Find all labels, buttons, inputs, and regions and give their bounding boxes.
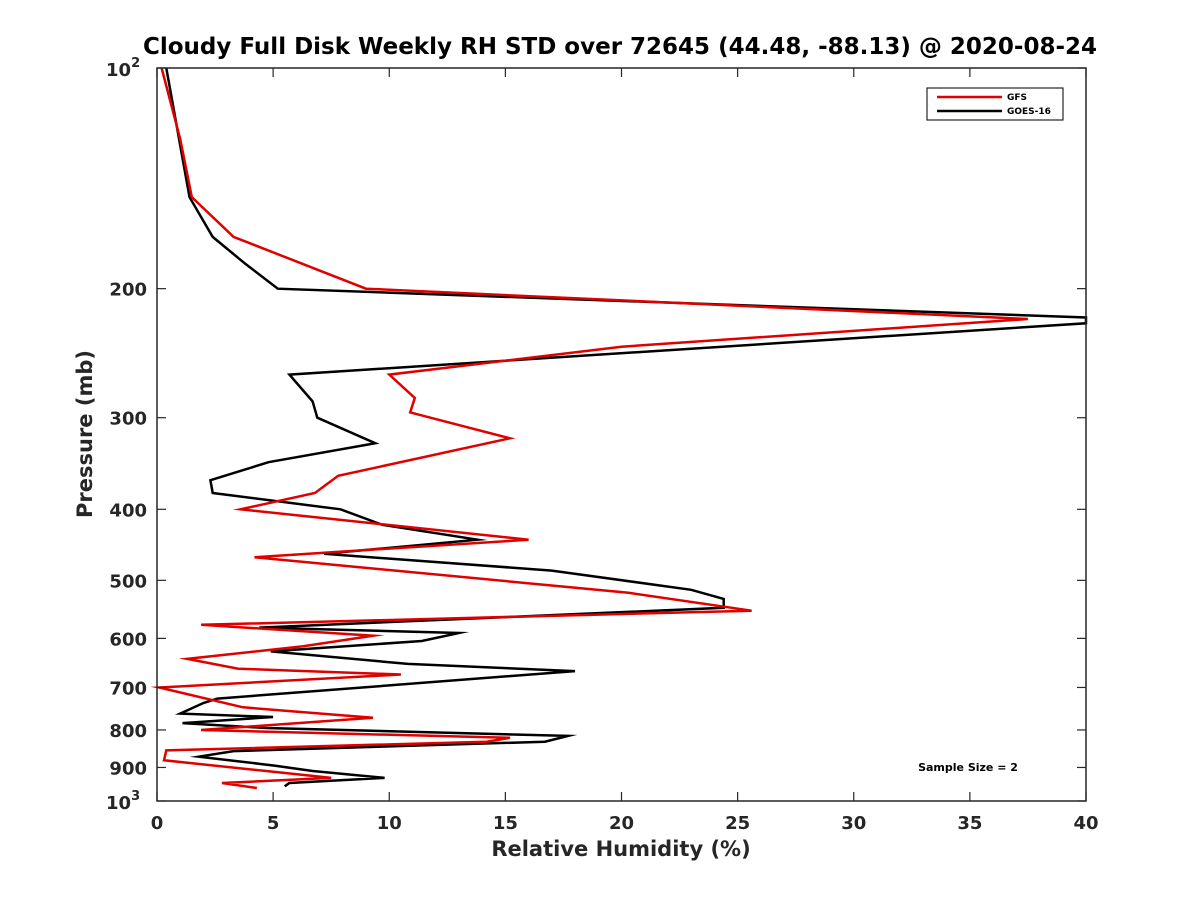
chart-title: Cloudy Full Disk Weekly RH STD over 7264… — [143, 34, 1097, 60]
legend: GFS GOES-16 — [926, 87, 1064, 121]
sample-size-annotation: Sample Size = 2 — [918, 761, 1018, 774]
plot-area — [156, 67, 1087, 802]
y-tick-label: 102 — [106, 56, 140, 81]
y-tick-label-base: 10 — [106, 793, 131, 814]
y-axis-label: Pressure (mb) — [73, 350, 97, 518]
y-tick-label: 800 — [109, 721, 147, 742]
y-tick-label: 600 — [109, 629, 147, 650]
y-tick-label-base: 10 — [106, 60, 131, 81]
x-axis: 0 5 10 15 20 25 30 35 40 — [151, 68, 1099, 834]
legend-box — [926, 87, 1064, 121]
y-tick-label: 200 — [109, 280, 147, 301]
y-tick-label: 900 — [109, 758, 147, 779]
x-tick-label: 25 — [725, 813, 750, 834]
x-tick-label: 0 — [151, 813, 164, 834]
legend-label-gfs: GFS — [1007, 93, 1027, 103]
x-tick-label: 20 — [609, 813, 634, 834]
x-tick-label: 30 — [841, 813, 866, 834]
y-tick-label-exponent: 2 — [131, 56, 140, 71]
y-tick-label: 300 — [109, 409, 147, 430]
x-tick-label: 35 — [957, 813, 982, 834]
x-axis-label: Relative Humidity (%) — [491, 837, 750, 861]
y-tick-label: 700 — [109, 678, 147, 699]
series-layer — [150, 67, 1088, 790]
legend-label-goes16: GOES-16 — [1007, 107, 1051, 117]
y-tick-label: 500 — [109, 571, 147, 592]
x-tick-label: 40 — [1073, 813, 1098, 834]
y-tick-label: 103 — [106, 789, 140, 814]
series-line-gfs — [150, 67, 1028, 790]
x-tick-label: 15 — [493, 813, 518, 834]
x-tick-label: 5 — [267, 813, 280, 834]
x-tick-label: 10 — [377, 813, 402, 834]
y-tick-label: 400 — [109, 500, 147, 521]
y-tick-label-exponent: 3 — [131, 789, 140, 804]
